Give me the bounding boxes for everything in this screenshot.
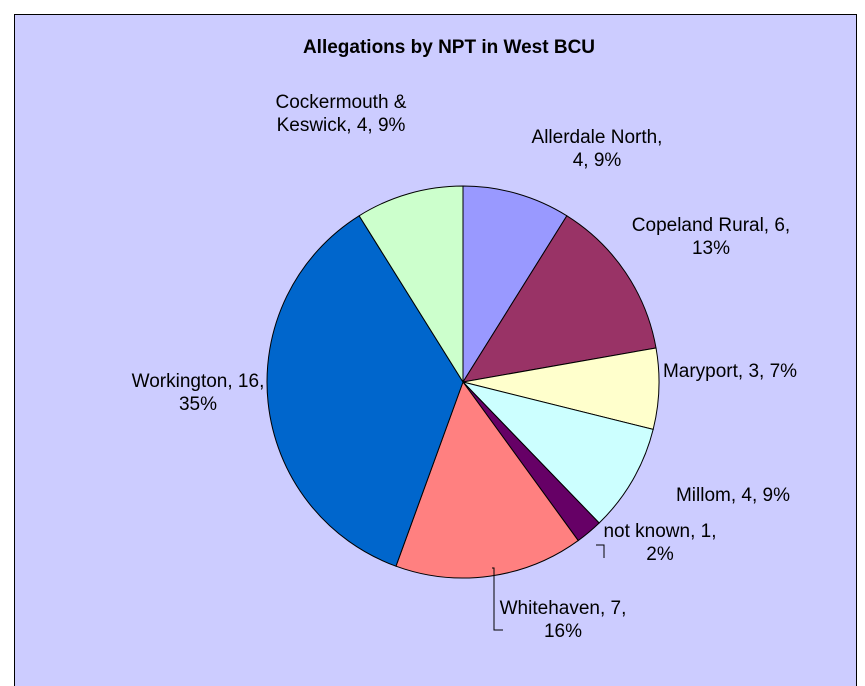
chart-title: Allegations by NPT in West BCU — [303, 37, 595, 58]
data-label: Allerdale North, 4, 9% — [531, 127, 663, 171]
data-label: Cockermouth & Keswick, 4, 9% — [275, 92, 407, 136]
data-label-box: Whitehaven, 7, 16% — [499, 598, 627, 642]
data-label: Whitehaven, 7, 16% — [499, 598, 627, 642]
pie-slice — [358, 185, 464, 384]
data-label-box: Allerdale North, 4, 9% — [531, 127, 663, 171]
data-label-box: Copeland Rural, 6, 13% — [631, 215, 791, 259]
data-label: Workington, 16, 35% — [131, 371, 265, 415]
data-label-box: Millom, 4, 9% — [675, 485, 791, 506]
pie-slice — [461, 215, 657, 383]
data-label: Maryport, 3, 7% — [662, 361, 798, 382]
data-label: Millom, 4, 9% — [675, 485, 791, 506]
pie-slice — [395, 380, 579, 579]
leader-line — [492, 567, 503, 631]
data-label-box: Cockermouth & Keswick, 4, 9% — [275, 92, 407, 136]
data-label-box: not known, 1, 2% — [603, 521, 717, 565]
data-label: Copeland Rural, 6, 13% — [631, 215, 791, 259]
leader-line — [596, 544, 605, 558]
pie-slice — [266, 215, 464, 567]
data-label: not known, 1, 2% — [603, 521, 717, 565]
pie-slice — [462, 185, 568, 384]
data-label-box: Workington, 16, 35% — [131, 371, 265, 415]
pie-slice — [461, 381, 654, 524]
pie — [266, 185, 660, 579]
data-label-box: Maryport, 3, 7% — [662, 361, 798, 382]
